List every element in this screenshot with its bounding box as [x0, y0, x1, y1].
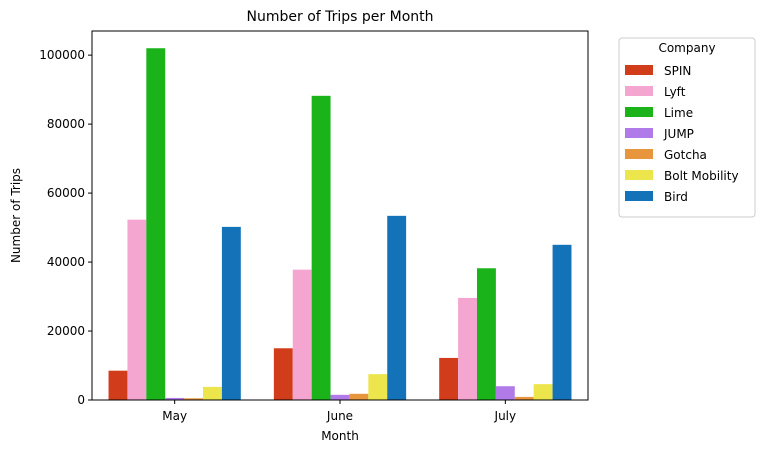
bars-group [108, 48, 572, 401]
legend-swatch-bird [625, 191, 653, 201]
bar-lyft-june [292, 269, 312, 400]
legend-swatch-jump [625, 128, 653, 138]
bar-lyft-july [458, 297, 477, 400]
bar-spin-may [108, 370, 128, 400]
y-tick-label: 60000 [47, 186, 85, 200]
plot-frame [91, 30, 589, 401]
bar-gotcha-june [349, 393, 369, 400]
bar-gotcha-may [184, 398, 204, 400]
legend-swatch-lyft [625, 86, 653, 96]
legend-swatch-gotcha [625, 149, 653, 159]
legend: Company SPIN Lyft Lime JUMP Gotcha Bolt Mobil… [618, 37, 756, 218]
x-tick-label: June [326, 409, 353, 423]
legend-swatch-bolt-mobility [625, 170, 653, 180]
legend-label-bird: Bird [664, 190, 688, 204]
bar-spin-july [439, 357, 459, 400]
bar-lime-june [311, 95, 331, 400]
y-tick-label: 0 [77, 393, 85, 407]
y-tick-label: 20000 [47, 324, 85, 338]
bar-lime-may [146, 48, 166, 401]
y-axis: 0 20000 40000 60000 80000 100000 [39, 48, 92, 407]
bar-bolt-mobility-june [368, 374, 388, 400]
bar-bird-july [552, 244, 572, 400]
chart-title: Number of Trips per Month [247, 9, 434, 25]
bar-bolt-mobility-july [533, 384, 553, 400]
y-axis-label: Number of Trips [9, 168, 23, 263]
y-tick-label: 100000 [39, 48, 85, 62]
bar-gotcha-july [514, 396, 534, 400]
legend-label-bolt-mobility: Bolt Mobility [664, 169, 739, 183]
x-axis-label: Month [321, 429, 359, 443]
bar-bird-june [387, 215, 407, 400]
bar-bird-may [221, 226, 241, 400]
x-tick-label: July [494, 409, 517, 423]
legend-label-lyft: Lyft [664, 85, 686, 99]
y-tick-label: 80000 [47, 117, 85, 131]
legend-label-spin: SPIN [664, 64, 691, 78]
bar-jump-june [330, 394, 350, 400]
legend-swatch-lime [625, 107, 653, 117]
y-tick-label: 40000 [47, 255, 85, 269]
legend-label-jump: JUMP [663, 127, 694, 141]
legend-label-gotcha: Gotcha [664, 148, 707, 162]
legend-label-lime: Lime [664, 106, 693, 120]
bar-lyft-may [127, 219, 147, 400]
x-axis: May June July [162, 400, 516, 423]
legend-title: Company [658, 41, 715, 55]
bar-jump-may [165, 397, 185, 400]
bar-bolt-mobility-may [203, 386, 222, 400]
bar-spin-june [273, 348, 293, 400]
bar-jump-july [495, 386, 515, 400]
x-tick-label: May [162, 409, 187, 423]
legend-swatch-spin [625, 65, 653, 75]
legend-items: SPIN Lyft Lime JUMP Gotcha Bolt Mobility Bird [625, 64, 739, 204]
bar-lime-july [476, 268, 496, 400]
